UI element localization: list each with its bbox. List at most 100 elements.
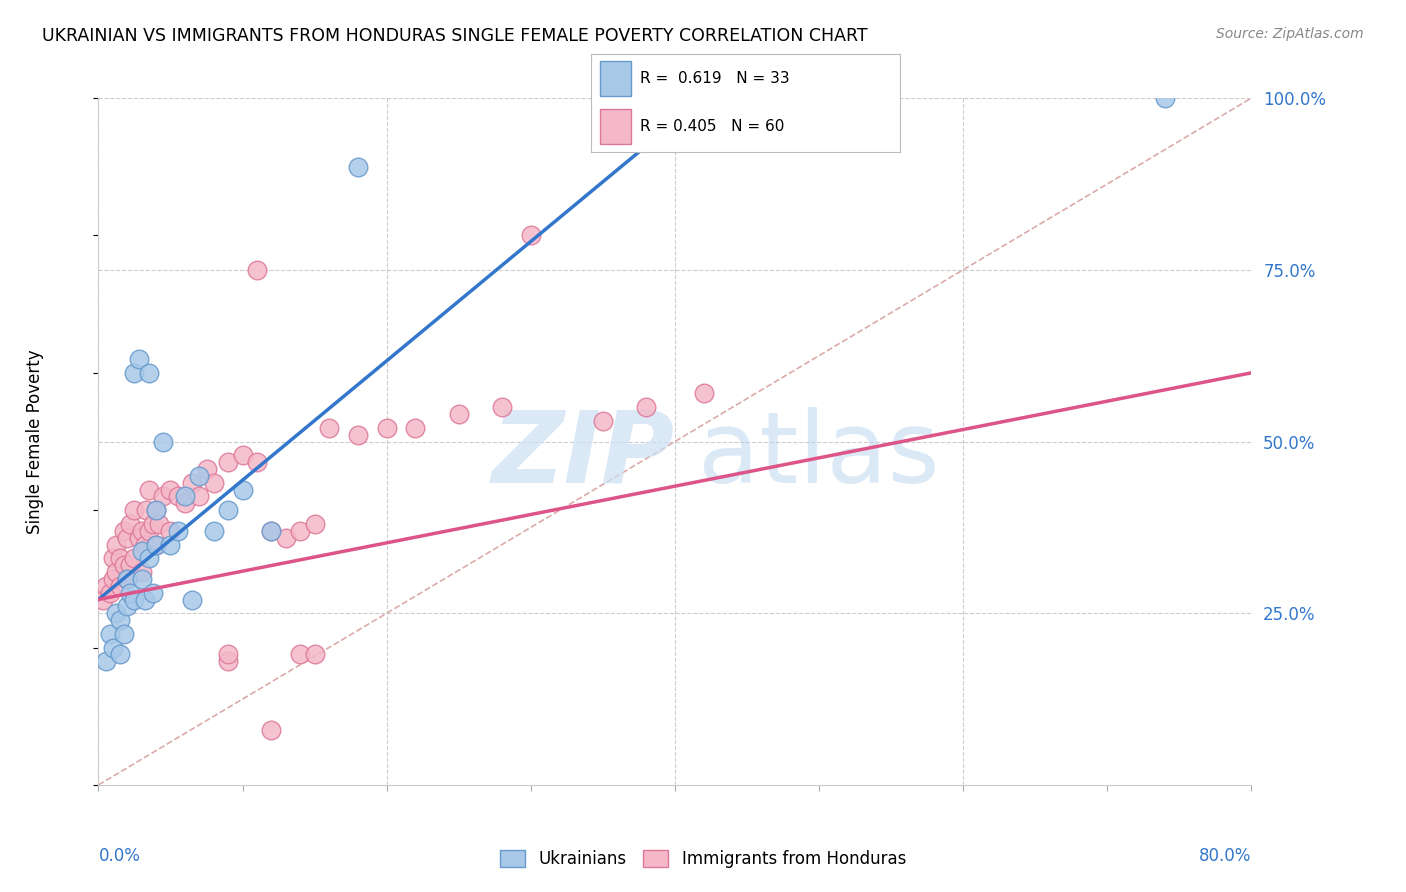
Point xyxy=(120,516,142,531)
Text: ZIP: ZIP xyxy=(492,407,675,504)
Point xyxy=(152,490,174,504)
Point xyxy=(231,448,254,462)
Point xyxy=(112,558,135,573)
Point xyxy=(94,579,117,593)
Point xyxy=(101,572,124,586)
Point xyxy=(124,503,146,517)
Point xyxy=(104,537,127,551)
Point xyxy=(1153,91,1175,105)
Text: 0.0%: 0.0% xyxy=(98,847,141,865)
Text: Source: ZipAtlas.com: Source: ZipAtlas.com xyxy=(1216,27,1364,41)
Point xyxy=(104,607,127,621)
Point xyxy=(91,592,114,607)
Point xyxy=(174,496,197,510)
Point xyxy=(145,537,167,551)
Point xyxy=(124,366,146,380)
Point xyxy=(520,228,543,243)
Text: R =  0.619   N = 33: R = 0.619 N = 33 xyxy=(640,71,790,86)
Point xyxy=(346,427,368,442)
Point xyxy=(246,263,269,277)
Point xyxy=(181,475,204,490)
Point xyxy=(98,585,121,599)
Point xyxy=(159,483,181,497)
Point xyxy=(145,503,167,517)
Point xyxy=(112,627,135,641)
Text: Single Female Poverty: Single Female Poverty xyxy=(25,350,44,533)
Point xyxy=(145,503,167,517)
Point xyxy=(98,627,121,641)
Point xyxy=(159,524,181,538)
Point xyxy=(108,579,131,593)
Point xyxy=(117,572,139,586)
Point xyxy=(346,160,368,174)
Point xyxy=(231,483,254,497)
Point xyxy=(260,723,283,737)
Point xyxy=(260,524,283,538)
Point xyxy=(108,648,131,662)
Legend: Ukrainians, Immigrants from Honduras: Ukrainians, Immigrants from Honduras xyxy=(494,843,912,875)
Point xyxy=(142,516,165,531)
Point xyxy=(152,434,174,449)
Point xyxy=(101,640,124,655)
Point xyxy=(592,414,614,428)
Point xyxy=(159,537,181,551)
Point xyxy=(124,592,146,607)
Point xyxy=(131,524,153,538)
Point xyxy=(117,531,139,545)
Point xyxy=(246,455,269,469)
Point xyxy=(217,648,239,662)
Point xyxy=(134,592,156,607)
Text: R = 0.405   N = 60: R = 0.405 N = 60 xyxy=(640,120,785,134)
Point xyxy=(375,421,398,435)
Point xyxy=(188,490,211,504)
Point xyxy=(405,421,427,435)
Point xyxy=(260,524,283,538)
Point xyxy=(166,524,188,538)
Point xyxy=(304,648,326,662)
Point xyxy=(108,613,131,627)
Point xyxy=(134,537,156,551)
Point xyxy=(112,524,135,538)
Point xyxy=(304,516,326,531)
Point xyxy=(181,592,204,607)
Point xyxy=(128,352,150,367)
Point xyxy=(318,421,340,435)
Point xyxy=(491,400,513,414)
Point xyxy=(138,551,160,566)
Point xyxy=(290,648,312,662)
Point xyxy=(447,407,470,421)
Bar xyxy=(600,62,631,95)
Point xyxy=(120,558,142,573)
Bar xyxy=(600,110,631,144)
Point xyxy=(145,537,167,551)
Point xyxy=(104,565,127,579)
Point xyxy=(131,565,153,579)
Point xyxy=(636,400,658,414)
Point xyxy=(131,544,153,558)
Point xyxy=(138,366,160,380)
Point xyxy=(117,599,139,614)
Point xyxy=(120,585,142,599)
Point xyxy=(138,483,160,497)
Text: UKRAINIAN VS IMMIGRANTS FROM HONDURAS SINGLE FEMALE POVERTY CORRELATION CHART: UKRAINIAN VS IMMIGRANTS FROM HONDURAS SI… xyxy=(42,27,868,45)
Point xyxy=(274,531,297,545)
Point xyxy=(188,469,211,483)
Point xyxy=(108,551,131,566)
Point xyxy=(124,551,146,566)
Point xyxy=(148,516,170,531)
Point xyxy=(202,524,225,538)
Point xyxy=(693,386,716,401)
Point xyxy=(166,490,188,504)
Point xyxy=(195,462,218,476)
Point xyxy=(135,503,157,517)
Text: atlas: atlas xyxy=(697,407,939,504)
Point xyxy=(131,572,153,586)
Point xyxy=(217,654,239,668)
Point xyxy=(290,524,312,538)
Point xyxy=(202,475,225,490)
Point xyxy=(138,524,160,538)
Point xyxy=(142,585,165,599)
Point xyxy=(94,654,117,668)
Point xyxy=(217,503,239,517)
Point xyxy=(128,531,150,545)
